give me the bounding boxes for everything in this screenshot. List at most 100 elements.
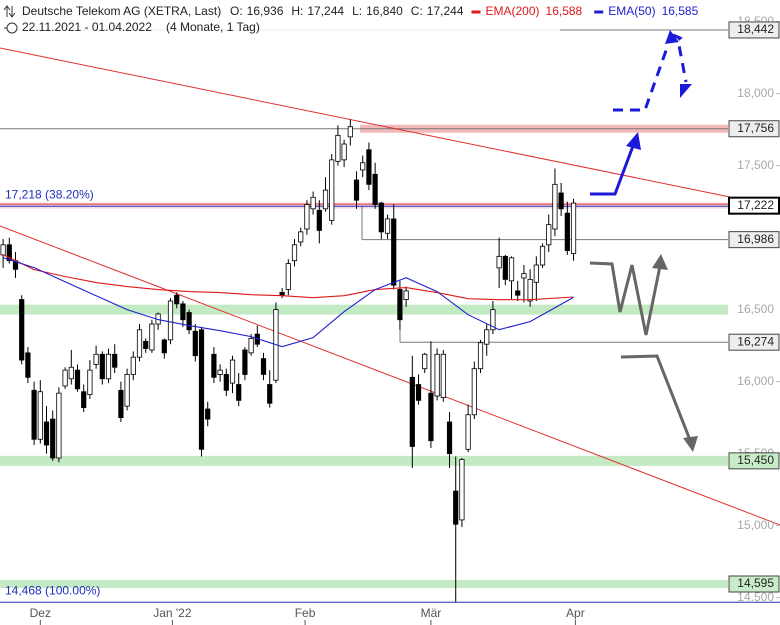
forecast-arrow <box>620 354 692 441</box>
candle-body <box>31 389 37 440</box>
candle-body <box>174 294 180 305</box>
level-label-box <box>728 452 780 470</box>
legend-value: 16,585 <box>662 4 699 18</box>
level-label: 16,274 <box>737 334 774 348</box>
candle-body <box>25 352 31 378</box>
candle-body <box>440 353 446 398</box>
candle-body <box>229 359 236 384</box>
level-band <box>0 455 728 466</box>
candle-body <box>360 162 366 171</box>
candle-body <box>56 392 62 459</box>
arrow-head <box>680 84 692 98</box>
candle-body <box>43 421 50 446</box>
candle-body <box>539 245 546 266</box>
candle-body <box>353 179 360 201</box>
candle-body <box>322 189 329 210</box>
candle-body <box>304 204 310 230</box>
candle-body <box>409 376 415 447</box>
candle-body <box>428 392 434 442</box>
header-bg <box>0 0 560 40</box>
date-range: 22.11.2021 - 01.04.2022 <box>22 20 152 34</box>
ema-line <box>2 254 574 301</box>
ema-line <box>2 257 574 348</box>
level-band <box>0 304 728 315</box>
candle-body <box>453 490 459 525</box>
level-label-box <box>728 231 780 249</box>
candle-body <box>19 299 25 361</box>
candle-body <box>515 290 521 296</box>
candle-body <box>236 384 242 401</box>
candle-body <box>378 202 384 233</box>
candle-body <box>112 353 118 368</box>
candle-body <box>136 329 143 358</box>
ohlc-value: 17,244 <box>307 4 344 18</box>
candle-body <box>167 300 174 341</box>
level-label-box <box>728 196 780 215</box>
trend-line <box>0 225 780 526</box>
candle-body <box>546 224 552 246</box>
candle-body <box>186 312 192 331</box>
y-tick-label: 16,000 <box>737 374 774 388</box>
y-tick-label: 14,500 <box>737 590 774 604</box>
candle-body <box>558 192 564 210</box>
ohlc-value: 16,936 <box>247 4 284 18</box>
candle-body <box>285 263 291 290</box>
candle-body <box>68 366 74 380</box>
candle-body <box>223 374 229 391</box>
candle-body <box>242 349 248 375</box>
candle-body <box>87 369 93 396</box>
period: (4 Monate, 1 Tag) <box>166 20 260 34</box>
forecast-arrow <box>590 145 635 196</box>
candle-body <box>298 231 304 243</box>
candle-body <box>99 353 105 380</box>
candle-body <box>502 255 508 280</box>
candle-body <box>124 374 130 407</box>
fib-label: 14,468 (100.00%) <box>5 583 100 597</box>
candle-body <box>521 273 527 279</box>
candle-body <box>484 329 490 345</box>
candle-body <box>130 356 136 375</box>
forecast-arrow <box>672 33 688 83</box>
candle-body <box>205 408 211 420</box>
forecast-arrow <box>613 44 670 112</box>
candle-body <box>310 196 316 210</box>
candle-body <box>198 329 205 450</box>
ohlc-value: 16,840 <box>366 4 403 18</box>
arrow-head <box>665 30 679 44</box>
legend-value: 16,588 <box>546 4 583 18</box>
icon <box>3 5 16 18</box>
candle-body <box>260 358 267 375</box>
x-tick-label: Mär <box>421 606 442 620</box>
candle-body <box>161 339 167 354</box>
x-tick-label: Jan '22 <box>153 606 192 620</box>
candle-body <box>0 244 6 256</box>
candle-body <box>267 384 273 404</box>
candle-body <box>279 291 285 296</box>
fib-label: 17,218 (38.20%) <box>5 187 94 201</box>
level-label: 15,450 <box>737 453 774 467</box>
ohlc-value: 17,244 <box>427 4 464 18</box>
legend-name: EMA(50) <box>608 4 655 18</box>
candle-body <box>403 290 409 300</box>
candle-body <box>37 391 43 440</box>
candle-body <box>527 278 533 302</box>
y-tick-label: 18,000 <box>737 86 774 100</box>
candle-body <box>366 149 372 185</box>
ohlc-key: L: <box>352 4 362 18</box>
candle-body <box>459 459 465 521</box>
candle-body <box>341 143 347 161</box>
level-band <box>0 202 728 209</box>
candle-body <box>446 421 453 455</box>
level-label: 17,756 <box>737 121 774 135</box>
candle-body <box>105 353 112 380</box>
level-label: 18,442 <box>737 22 774 36</box>
candle-body <box>217 369 223 375</box>
candle-body <box>490 309 496 331</box>
candle-body <box>93 353 99 365</box>
candle-body <box>465 414 471 450</box>
level-label: 16,500 <box>737 302 774 316</box>
x-tick-label: Apr <box>566 606 585 620</box>
instrument-title: Deutsche Telekom AG (XETRA, Last) <box>22 4 221 18</box>
ohlc-key: C: <box>411 4 423 18</box>
candle-body <box>62 369 68 387</box>
